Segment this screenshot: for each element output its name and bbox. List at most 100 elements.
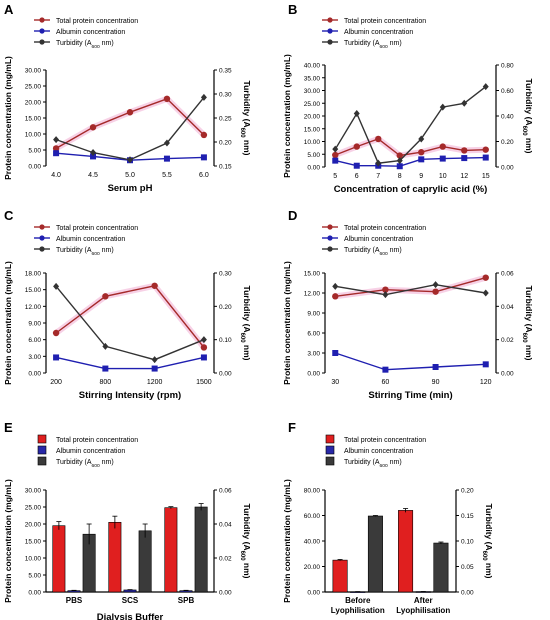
y-tick-label: 20.00 <box>304 564 321 571</box>
series-line <box>55 285 205 348</box>
series-line <box>335 156 486 167</box>
data-point <box>418 149 425 156</box>
data-point <box>439 155 446 162</box>
y-tick-label: 60.00 <box>304 513 321 520</box>
x-tick-label: 15 <box>482 173 490 180</box>
y-tick-label: 3.00 <box>307 351 320 358</box>
y-tick-label: 6.00 <box>307 331 320 338</box>
legend-marker <box>327 17 333 23</box>
y2-axis-title: Turbidity (A600 nm) <box>239 81 252 156</box>
data-point <box>482 361 489 368</box>
y-tick-label: 5.00 <box>28 573 41 580</box>
y-tick-label: 25.00 <box>304 101 321 108</box>
y-tick-label: 18.00 <box>25 271 42 278</box>
legend-swatch <box>325 434 335 444</box>
y-axis-title: Protein concentration (mg/mL) <box>282 54 292 178</box>
y2-tick-label: 0.04 <box>219 522 232 529</box>
data-point <box>439 143 446 150</box>
data-point <box>482 289 489 297</box>
data-point <box>353 109 360 117</box>
y2-tick-label: 0.30 <box>219 271 232 278</box>
y2-axis-title: Turbidity (A600 nm) <box>239 504 252 579</box>
y-tick-label: 0.00 <box>28 164 41 171</box>
y2-tick-label: 0.05 <box>461 564 474 571</box>
series-1 <box>52 282 208 351</box>
y2-tick-label: 0.20 <box>219 140 232 147</box>
data-point <box>332 350 339 356</box>
y-tick-label: 25.00 <box>25 84 42 91</box>
panel-letter: E <box>4 420 13 435</box>
y-tick-label: 80.00 <box>304 488 321 495</box>
series-3 <box>53 282 207 364</box>
data-point <box>482 83 489 91</box>
data-point <box>482 274 489 281</box>
data-point <box>89 124 97 131</box>
x-tick-label: 12 <box>460 173 468 180</box>
legend-label: Turbidity (A600 nm) <box>56 40 114 50</box>
y2-tick-label: 0.25 <box>219 116 232 123</box>
data-point <box>126 109 134 116</box>
chart-panel-b: B Total protein concentration Albumin conc… <box>282 2 534 195</box>
legend-marker <box>39 39 45 45</box>
series-line <box>334 86 487 164</box>
legend-marker <box>327 246 333 252</box>
data-point <box>102 365 109 372</box>
series-line <box>335 352 486 371</box>
y-tick-label: 30.00 <box>25 68 42 75</box>
data-point <box>396 152 403 159</box>
x-tick-label: 5.5 <box>162 172 172 179</box>
x-tick-label: 6 <box>355 173 359 180</box>
y2-tick-label: 0.20 <box>501 139 514 146</box>
y-tick-label: 25.00 <box>25 505 42 512</box>
series-1 <box>332 135 489 159</box>
chart-panel-a: A Total protein concentration Albumin conc… <box>3 2 252 194</box>
series-1 <box>52 95 208 152</box>
legend-marker <box>39 224 45 230</box>
bar <box>332 559 348 593</box>
legend-label: Albumin concentration <box>344 236 413 243</box>
data-point <box>127 156 133 164</box>
y2-tick-label: 0.15 <box>461 513 474 520</box>
x-tick-label: 90 <box>432 379 440 386</box>
y-tick-label: 35.00 <box>304 75 321 82</box>
y2-tick-label: 0.80 <box>501 63 514 70</box>
legend-marker <box>327 235 333 241</box>
data-point <box>482 154 489 161</box>
data-point <box>53 282 60 290</box>
data-point <box>332 151 339 159</box>
bar <box>164 507 178 593</box>
y2-tick-label: 0.10 <box>461 539 474 546</box>
legend-swatch <box>325 456 335 466</box>
y-tick-label: 30.00 <box>25 488 42 495</box>
y-axis-title: Protein concentration (mg/mL) <box>282 479 292 603</box>
x-axis-title: Dialysis Buffer <box>97 612 164 620</box>
x-tick-label: 5 <box>333 173 337 180</box>
data-point <box>200 131 208 139</box>
y2-tick-label: 0.20 <box>219 304 232 311</box>
y-tick-label: 9.00 <box>28 321 41 328</box>
data-point <box>53 354 60 361</box>
legend-label: Albumin concentration <box>56 448 125 455</box>
data-point <box>461 155 468 162</box>
series-3 <box>53 93 207 164</box>
category-label: Before Lyophilisation <box>331 596 385 615</box>
x-tick-label: 120 <box>480 379 492 386</box>
y2-axis-title: Turbidity (A600 nm) <box>521 286 534 361</box>
y-tick-label: 30.00 <box>304 88 321 95</box>
series-halo <box>54 95 207 152</box>
legend-marker <box>327 39 333 45</box>
data-point <box>52 145 60 152</box>
legend-label: Total protein concentration <box>56 18 138 25</box>
data-point <box>151 365 158 372</box>
legend-label: Turbidity (A600 nm) <box>56 247 114 257</box>
y-tick-label: 20.00 <box>25 522 42 529</box>
legend-label: Turbidity (A600 nm) <box>344 40 402 50</box>
data-point <box>382 291 389 299</box>
y-tick-label: 0.00 <box>28 371 41 378</box>
y2-tick-label: 0.04 <box>501 304 514 311</box>
legend-swatch <box>325 445 335 455</box>
y2-tick-label: 0.00 <box>461 590 474 597</box>
y2-axis-title: Turbidity (A600 nm) <box>239 286 252 361</box>
y-axis-title: Protein concentration (mg/mL) <box>3 261 13 385</box>
y-tick-label: 15.00 <box>25 116 42 123</box>
